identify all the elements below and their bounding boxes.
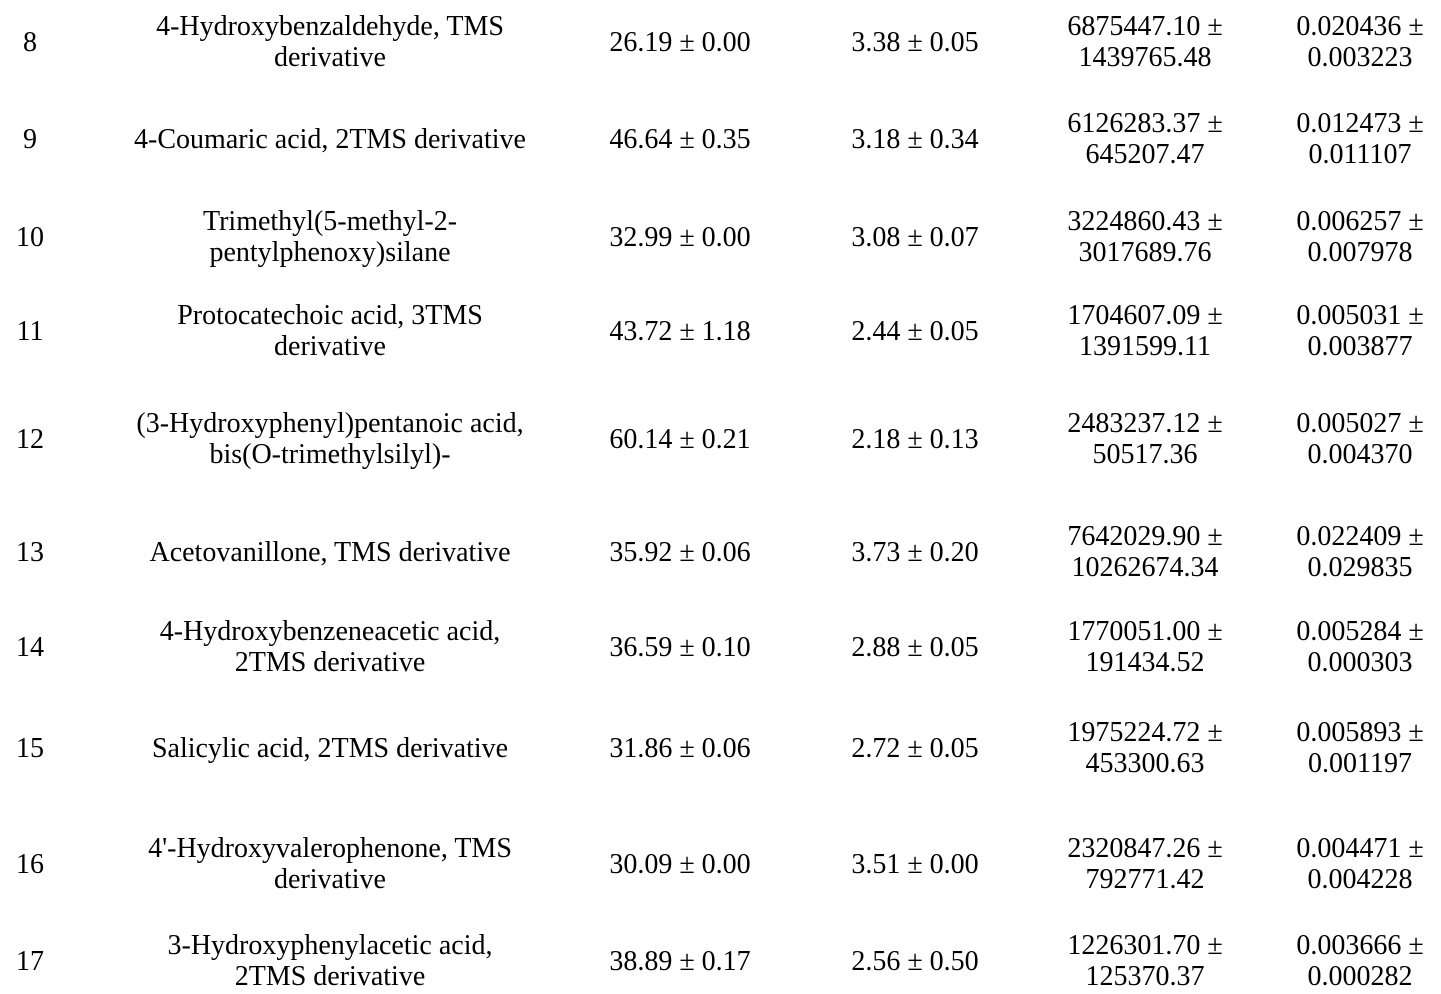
value-c: 1975224.72 ±453300.63 [1067,717,1223,779]
value-c: 6875447.10 ±1439765.48 [1067,11,1223,73]
compound-name: Trimethyl(5-methyl-2- pentylphenoxy)silan… [202,206,458,268]
table-row: 17 3-Hydroxyphenylacetic acid, 2TMS deriv… [0,929,1441,993]
value-b: 2.72 ± 0.05 [851,732,979,764]
row-number: 14 [16,631,44,663]
compound-name: Protocatechoic acid, 3TMS derivative [177,300,483,362]
table-row: 16 4'-Hydroxyvalerophenone, TMS derivativ… [0,832,1441,896]
value-c: 1226301.70 ±125370.37 [1067,930,1223,992]
value-d: 0.005284 ±0.000303 [1296,616,1424,678]
value-b: 2.18 ± 0.13 [851,423,979,455]
value-a: 36.59 ± 0.10 [609,631,751,663]
value-b: 3.51 ± 0.00 [851,848,979,880]
value-d: 0.020436 ±0.003223 [1296,11,1424,73]
value-b: 2.88 ± 0.05 [851,631,979,663]
table-row: 12 (3-Hydroxyphenyl)pentanoic acid, bis(O… [0,407,1441,471]
compound-name: Salicylic acid, 2TMS derivative [151,732,509,764]
value-b: 2.56 ± 0.50 [851,945,979,977]
compound-name: 3-Hydroxyphenylacetic acid, 2TMS derivati… [167,930,493,992]
value-a: 32.99 ± 0.00 [609,221,751,253]
compound-name: Acetovanillone, TMS derivative [149,536,511,568]
value-b: 3.73 ± 0.20 [851,536,979,568]
row-number: 15 [16,732,44,764]
value-a: 30.09 ± 0.00 [609,848,751,880]
compound-name: 4-Hydroxybenzaldehyde, TMS derivative [156,11,504,73]
compound-name: 4'-Hydroxyvalerophenone, TMS derivative [148,833,512,895]
table-row: 11 Protocatechoic acid, 3TMS derivative 4… [0,299,1441,363]
value-c: 2320847.26 ±792771.42 [1067,833,1223,895]
value-a: 26.19 ± 0.00 [609,26,751,58]
row-number: 17 [16,945,44,977]
value-a: 38.89 ± 0.17 [609,945,751,977]
row-number: 13 [16,536,44,568]
row-number: 16 [16,848,44,880]
value-a: 31.86 ± 0.06 [609,732,751,764]
value-d: 0.012473 ±0.011107 [1296,108,1424,170]
value-c: 1704607.09 ±1391599.11 [1067,300,1223,362]
compound-name: 4-Coumaric acid, 2TMS derivative [134,123,526,155]
value-a: 60.14 ± 0.21 [609,423,751,455]
value-c: 6126283.37 ±645207.47 [1067,108,1223,170]
value-a: 46.64 ± 0.35 [609,123,751,155]
row-number: 9 [23,123,37,155]
value-d: 0.005027 ±0.004370 [1296,408,1424,470]
value-d: 0.022409 ±0.029835 [1296,521,1424,583]
value-b: 3.18 ± 0.34 [851,123,979,155]
value-c: 7642029.90 ±10262674.34 [1067,521,1223,583]
table-row: 8 4-Hydroxybenzaldehyde, TMS derivative 2… [0,10,1441,74]
value-c: 3224860.43 ±3017689.76 [1067,206,1223,268]
value-c: 1770051.00 ±191434.52 [1067,616,1223,678]
value-a: 35.92 ± 0.06 [609,536,751,568]
value-d: 0.005893 ±0.001197 [1296,717,1424,779]
value-c: 2483237.12 ±50517.36 [1067,408,1223,470]
table-row: 14 4-Hydroxybenzeneacetic acid, 2TMS deri… [0,615,1441,679]
table-row: 9 4-Coumaric acid, 2TMS derivative 46.64… [0,107,1441,171]
table-row: 10 Trimethyl(5-methyl-2- pentylphenoxy)si… [0,205,1441,269]
compound-name: (3-Hydroxyphenyl)pentanoic acid, bis(O-tr… [136,408,524,470]
table-row: 13 Acetovanillone, TMS derivative 35.92 … [0,520,1441,584]
row-number: 10 [16,221,44,253]
value-b: 3.08 ± 0.07 [851,221,979,253]
value-d: 0.005031 ±0.003877 [1296,300,1424,362]
value-d: 0.004471 ±0.004228 [1296,833,1424,895]
row-number: 11 [16,315,44,347]
table-row: 15 Salicylic acid, 2TMS derivative 31.86… [0,716,1441,780]
value-a: 43.72 ± 1.18 [609,315,751,347]
row-number: 8 [23,26,37,58]
row-number: 12 [16,423,44,455]
value-d: 0.006257 ±0.007978 [1296,206,1424,268]
value-d: 0.003666 ±0.000282 [1296,930,1424,992]
value-b: 3.38 ± 0.05 [851,26,979,58]
value-b: 2.44 ± 0.05 [851,315,979,347]
compound-name: 4-Hydroxybenzeneacetic acid, 2TMS derivat… [159,616,501,678]
